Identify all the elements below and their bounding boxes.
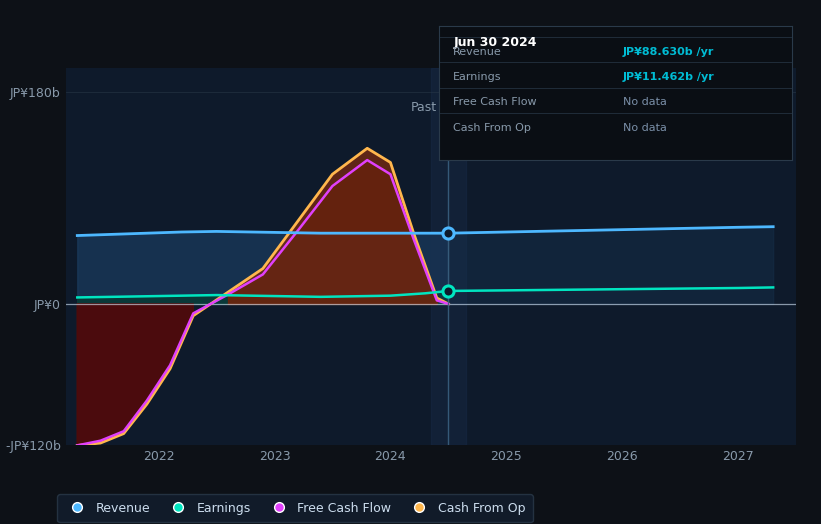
Text: Past: Past bbox=[410, 101, 437, 114]
Text: JP¥11.462b /yr: JP¥11.462b /yr bbox=[623, 72, 714, 82]
Legend: Revenue, Earnings, Free Cash Flow, Cash From Op: Revenue, Earnings, Free Cash Flow, Cash … bbox=[57, 494, 533, 522]
Text: No data: No data bbox=[623, 97, 667, 107]
Text: Revenue: Revenue bbox=[453, 47, 502, 57]
Text: JP¥88.630b /yr: JP¥88.630b /yr bbox=[623, 47, 714, 57]
Text: Free Cash Flow: Free Cash Flow bbox=[453, 97, 537, 107]
Bar bbox=[431, 68, 466, 445]
Text: Cash From Op: Cash From Op bbox=[453, 123, 531, 133]
Text: Jun 30 2024: Jun 30 2024 bbox=[453, 36, 537, 49]
Text: Analysts Forecasts: Analysts Forecasts bbox=[466, 101, 582, 114]
Text: No data: No data bbox=[623, 123, 667, 133]
Text: Earnings: Earnings bbox=[453, 72, 502, 82]
